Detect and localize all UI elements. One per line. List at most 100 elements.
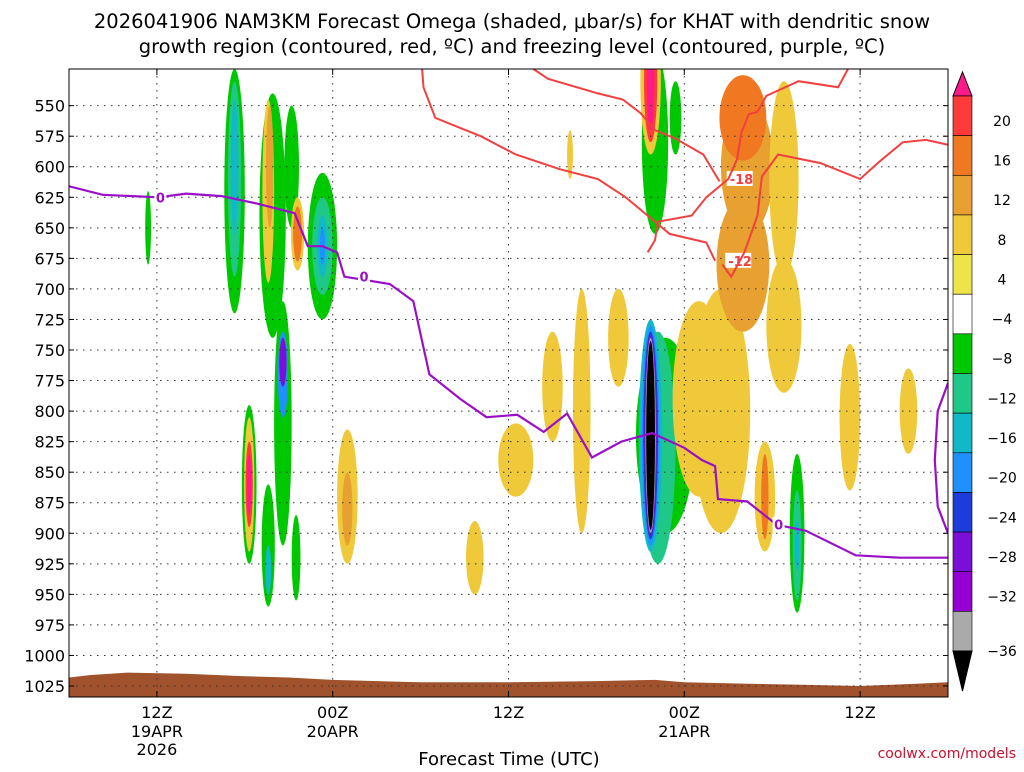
contour-label-bg bbox=[726, 170, 753, 186]
y-tick-label: 800 bbox=[34, 402, 65, 421]
colorbar-swatch bbox=[952, 174, 973, 216]
y-tick-label: 675 bbox=[34, 249, 65, 268]
colorbar-swatch bbox=[952, 95, 973, 136]
x-tick-sublabel: 21APR bbox=[658, 722, 710, 741]
colorbar-swatch bbox=[952, 452, 973, 493]
omega-shade-cell bbox=[899, 368, 918, 454]
omega-shade-cell bbox=[761, 453, 769, 540]
colorbar: 20 16 12 8 4 −4 −8 −12 −16 −20 −24 −28 −32 −36 bbox=[952, 70, 1017, 692]
colorbar-tick-label: 8 bbox=[998, 233, 1007, 249]
omega-shade-cell bbox=[284, 105, 300, 228]
omega-shade-cell bbox=[567, 130, 573, 179]
terrain-fill bbox=[69, 672, 948, 697]
colorbar-swatch bbox=[952, 611, 973, 652]
omega-shade-cell bbox=[719, 75, 767, 161]
y-tick-label: 625 bbox=[34, 188, 65, 207]
x-axis-label: Forecast Time (UTC) bbox=[418, 749, 599, 768]
colorbar-swatch bbox=[952, 293, 973, 335]
omega-shade-cell bbox=[669, 81, 682, 155]
omega-shade-cell bbox=[769, 81, 799, 277]
omega-shade-cell bbox=[466, 521, 484, 595]
x-tick-label: 00Z bbox=[317, 703, 348, 722]
x-tick-sublabel: 20APR bbox=[307, 722, 359, 741]
colorbar-swatch bbox=[952, 492, 973, 533]
freezing-label-bg bbox=[772, 516, 785, 532]
y-tick-label: 975 bbox=[34, 616, 65, 635]
colorbar-tick-label: −12 bbox=[987, 391, 1017, 407]
omega-shade-cell bbox=[542, 331, 563, 442]
y-tick-label: 775 bbox=[34, 372, 65, 391]
omega-shade-cell bbox=[646, 340, 655, 531]
colorbar-swatch bbox=[952, 254, 973, 295]
freezing-label-bg bbox=[154, 189, 167, 205]
freezing-level-label: 0 bbox=[156, 191, 165, 206]
y-tick-label: 900 bbox=[34, 524, 65, 543]
omega-shade-cell bbox=[291, 514, 301, 601]
x-tick-label: 00Z bbox=[669, 703, 700, 722]
omega-shade-cell bbox=[145, 191, 152, 265]
y-tick-label: 600 bbox=[34, 158, 65, 177]
omega-shade-cell bbox=[265, 545, 272, 595]
colorbar-tick-label: −36 bbox=[987, 644, 1017, 660]
freezing-label-bg bbox=[358, 268, 370, 284]
omega-shade-cell bbox=[766, 258, 802, 393]
y-tick-label: 725 bbox=[34, 310, 65, 329]
omega-shade-cell bbox=[246, 453, 252, 515]
y-tick-label: 1000 bbox=[24, 646, 65, 665]
y-tick-label: 850 bbox=[34, 463, 65, 482]
y-tick-label: 925 bbox=[34, 555, 65, 574]
y-tick-label: 550 bbox=[34, 97, 65, 116]
chart-title-line-1: 2026041906 NAM3KM Forecast Omega (shaded… bbox=[94, 10, 930, 33]
colorbar-tick-label: −8 bbox=[992, 352, 1013, 368]
credit-text: coolwx.com/models bbox=[878, 746, 1016, 762]
freezing-level-line bbox=[69, 185, 948, 559]
y-tick-label: 650 bbox=[34, 219, 65, 238]
y-tick-label: 875 bbox=[34, 494, 65, 513]
omega-shade-cell bbox=[498, 423, 534, 497]
colorbar-tick-label: 4 bbox=[998, 272, 1007, 288]
colorbar-tick-label: 16 bbox=[993, 153, 1011, 169]
y-tick-label: 700 bbox=[34, 280, 65, 299]
freezing-level-line-edge bbox=[933, 382, 948, 534]
y-tick-label: 750 bbox=[34, 341, 65, 360]
colorbar-swatch bbox=[952, 214, 973, 255]
dendritic-contour-line bbox=[532, 69, 721, 182]
omega-shade-cell bbox=[293, 206, 302, 262]
chart-title-line-2: growth region (contoured, red, ºC) and f… bbox=[139, 35, 886, 58]
x-tick-label: 12Z bbox=[844, 703, 875, 722]
contour-label-bg bbox=[725, 252, 752, 268]
colorbar-tick-label: −4 bbox=[992, 312, 1013, 328]
x-tick-sublabel: 2026 bbox=[137, 740, 178, 759]
omega-shade-cell bbox=[342, 472, 353, 546]
colorbar-swatch bbox=[952, 571, 973, 612]
y-tick-label: 825 bbox=[34, 433, 65, 452]
y-tick-label: 575 bbox=[34, 127, 65, 146]
dendritic-contour-line bbox=[646, 69, 850, 253]
colorbar-tick-label: −16 bbox=[987, 431, 1017, 447]
colorbar-bottom-triangle bbox=[952, 650, 973, 692]
axes: 550 575 600 625 650 675 700 725 750 775 800 825 850 8… bbox=[24, 69, 948, 759]
y-tick-label: 950 bbox=[34, 585, 65, 604]
colorbar-tick-label: −32 bbox=[987, 590, 1017, 606]
x-tick-label: 12Z bbox=[141, 703, 172, 722]
colorbar-tick-label: −28 bbox=[987, 550, 1017, 566]
dendritic-contour-label: -18 bbox=[730, 173, 754, 188]
colorbar-swatch bbox=[952, 333, 973, 374]
colorbar-swatch bbox=[952, 135, 973, 176]
omega-shade-cell bbox=[646, 69, 655, 131]
omega-shade-cell bbox=[608, 288, 629, 387]
x-tick-label: 12Z bbox=[493, 703, 524, 722]
omega-shade-cell bbox=[266, 105, 274, 228]
colorbar-tick-label: −24 bbox=[987, 510, 1017, 526]
dendritic-contour-line bbox=[721, 138, 948, 279]
dendritic-contour-line bbox=[421, 69, 717, 262]
x-tick-sublabel: 19APR bbox=[131, 722, 183, 741]
omega-shade-cell bbox=[572, 288, 591, 534]
y-tick-label: 1025 bbox=[24, 677, 65, 696]
colorbar-tick-label: 12 bbox=[993, 193, 1011, 209]
freezing-level-label: 0 bbox=[774, 519, 783, 534]
colorbar-tick-label: 20 bbox=[993, 114, 1011, 130]
omega-shade-cell bbox=[230, 99, 239, 234]
